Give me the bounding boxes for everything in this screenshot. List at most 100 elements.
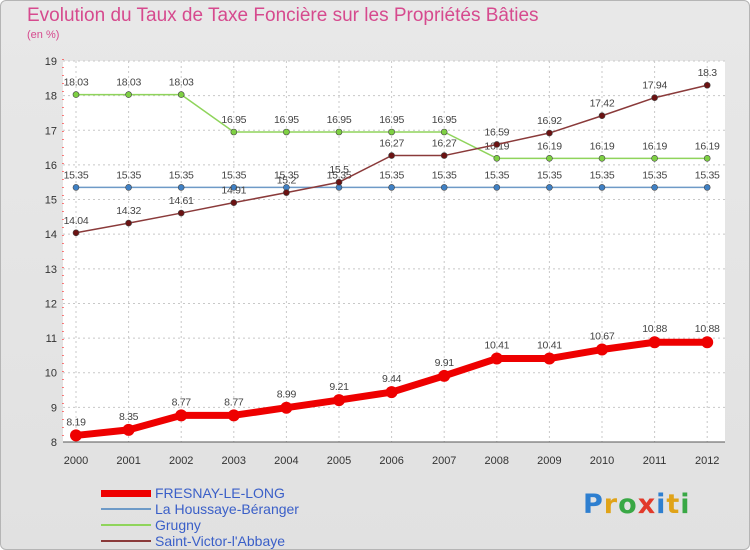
- data-label: 16.19: [695, 140, 720, 152]
- y-tick-label: 10: [45, 368, 57, 380]
- data-point: [335, 178, 343, 186]
- x-tick-label: 2000: [64, 455, 88, 467]
- data-point: [230, 128, 238, 136]
- data-label: 15.5: [329, 164, 349, 176]
- y-tick-label: 8: [51, 437, 57, 449]
- data-point: [440, 128, 448, 136]
- data-label: 9.91: [435, 357, 455, 369]
- y-tick-label: 11: [46, 333, 57, 345]
- data-point: [70, 429, 82, 442]
- data-label: 15.35: [221, 169, 246, 181]
- data-label: 8.77: [172, 396, 192, 408]
- x-tick-label: 2003: [222, 455, 246, 467]
- legend-label: Saint-Victor-l'Abbaye: [155, 533, 286, 549]
- data-label: 18.03: [64, 77, 89, 89]
- data-label: 16.27: [379, 138, 404, 150]
- data-point: [598, 112, 606, 120]
- data-label: 10.67: [590, 331, 615, 343]
- data-point: [230, 199, 238, 206]
- legend-label: Grugny: [155, 517, 201, 533]
- logo-letter: t: [666, 489, 681, 520]
- data-point: [651, 184, 658, 191]
- data-label: 8.19: [66, 416, 86, 428]
- data-point: [546, 184, 553, 191]
- data-point: [177, 209, 185, 217]
- data-label: 14.04: [64, 215, 89, 227]
- data-label: 18.03: [116, 77, 141, 89]
- logo-letter: i: [680, 489, 691, 520]
- chart-title: Evolution du Taux de Taxe Foncière sur l…: [27, 5, 539, 26]
- data-label: 15.35: [590, 169, 615, 181]
- data-label: 15.35: [695, 169, 720, 181]
- data-label: 15.35: [169, 169, 194, 181]
- data-point: [125, 219, 132, 227]
- data-label: 15.35: [537, 169, 562, 181]
- chart-subtitle: (en %): [27, 29, 60, 41]
- data-label: 18.3: [698, 67, 718, 79]
- data-point: [701, 336, 714, 349]
- data-point: [175, 409, 188, 422]
- data-point: [122, 423, 135, 436]
- y-tick-label: 18: [45, 91, 57, 103]
- data-point: [388, 128, 395, 136]
- data-label: 15.35: [642, 169, 667, 181]
- data-label: 16.19: [642, 140, 667, 152]
- y-tick-label: 14: [45, 229, 57, 241]
- data-label: 15.35: [116, 169, 141, 181]
- data-point: [335, 128, 343, 136]
- data-point: [651, 155, 658, 162]
- data-label: 14.32: [116, 205, 141, 217]
- x-tick-label: 2012: [695, 455, 719, 467]
- data-label: 9.21: [329, 381, 349, 393]
- data-point: [546, 155, 553, 162]
- data-point: [125, 91, 132, 98]
- data-label: 16.19: [590, 140, 615, 152]
- data-point: [703, 155, 711, 162]
- x-tick-label: 2001: [116, 455, 140, 467]
- data-point: [598, 184, 606, 191]
- data-label: 16.27: [432, 138, 457, 150]
- data-point: [648, 336, 661, 349]
- data-point: [703, 81, 711, 89]
- y-tick-label: 9: [51, 402, 57, 414]
- data-point: [440, 184, 448, 191]
- data-point: [177, 184, 185, 191]
- x-tick-label: 2008: [485, 455, 509, 467]
- logo-letter: r: [603, 489, 619, 520]
- logo-letter: x: [637, 489, 657, 520]
- data-label: 18.03: [169, 77, 194, 89]
- data-label: 15.2: [277, 175, 297, 187]
- data-point: [125, 184, 132, 191]
- data-label: 15.35: [379, 169, 404, 181]
- legend-label: FRESNAY-LE-LONG: [155, 485, 285, 501]
- data-point: [388, 184, 395, 191]
- y-tick-label: 19: [45, 56, 57, 68]
- data-point: [177, 91, 185, 98]
- x-tick-label: 2005: [327, 455, 351, 467]
- data-point: [333, 394, 345, 407]
- data-label: 16.92: [537, 115, 562, 127]
- data-label: 16.19: [537, 140, 562, 152]
- data-point: [230, 184, 238, 191]
- x-tick-label: 2006: [379, 455, 403, 467]
- data-point: [280, 401, 293, 414]
- data-point: [493, 184, 501, 191]
- data-point: [596, 343, 608, 356]
- data-point: [438, 369, 451, 382]
- data-label: 17.42: [590, 98, 615, 110]
- y-tick-label: 15: [45, 195, 57, 207]
- data-point: [703, 184, 711, 191]
- data-point: [283, 128, 290, 136]
- logo-letter: P: [583, 489, 604, 520]
- data-point: [388, 152, 395, 159]
- x-tick-label: 2009: [537, 455, 561, 467]
- data-point: [598, 155, 606, 162]
- legend-swatch: [101, 524, 151, 526]
- legend-swatch: [101, 490, 151, 497]
- data-label: 8.35: [119, 411, 139, 423]
- data-label: 16.95: [274, 114, 299, 126]
- proxiti-logo: Proxiti: [583, 489, 691, 520]
- data-point: [493, 155, 501, 162]
- legend-swatch: [101, 508, 151, 510]
